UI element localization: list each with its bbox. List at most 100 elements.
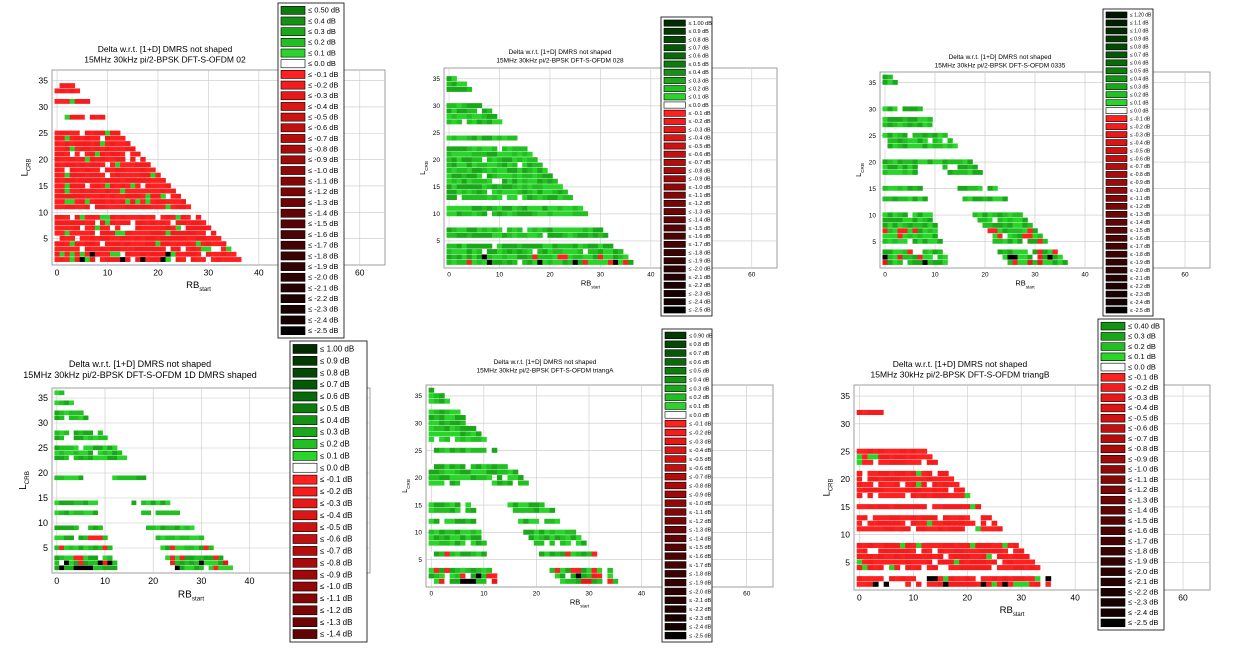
heatmap-cell: [439, 578, 445, 584]
heatmap-cell: [140, 246, 146, 252]
heatmap-cell: [486, 168, 493, 173]
heatmap-cell: [470, 535, 477, 541]
legend-label: ≤ -1.7 dB: [308, 241, 338, 250]
heatmap-cell: [97, 450, 103, 456]
heatmap-cell: [964, 553, 971, 560]
heatmap-cell: [135, 172, 141, 178]
legend-swatch: [663, 150, 686, 158]
y-tick-label: 35: [433, 76, 441, 83]
heatmap-cell: [882, 222, 888, 228]
heatmap-cell: [533, 507, 540, 513]
heatmap-cell: [878, 526, 884, 532]
legend-label: ≤ 0.3 dB: [688, 78, 709, 84]
heatmap-cell: [125, 188, 131, 194]
legend-label: ≤ -1.5 dB: [688, 226, 711, 232]
heatmap-cell: [996, 548, 1003, 554]
heatmap-cell: [607, 254, 614, 260]
legend-swatch: [1105, 123, 1128, 130]
heatmap-cell: [465, 425, 471, 431]
heatmap-cell: [466, 173, 473, 179]
heatmap-cell: [897, 143, 903, 149]
heatmap-cell: [221, 246, 227, 252]
heatmap-cell: [937, 526, 944, 532]
heatmap-cell: [1022, 217, 1028, 223]
heatmap-cell: [486, 447, 493, 453]
heatmap-cell: [867, 481, 874, 488]
heatmap-cell: [554, 573, 561, 579]
legend-swatch: [1105, 11, 1128, 19]
heatmap-cell: [517, 173, 523, 179]
heatmap-cell: [446, 259, 452, 265]
heatmap-cell: [88, 430, 94, 436]
heatmap-cell: [451, 162, 457, 168]
heatmap-cell: [591, 567, 598, 573]
legend-label: ≤ 0.4 dB: [1130, 77, 1149, 83]
heatmap-cell: [110, 188, 116, 194]
heatmap-cell: [165, 555, 171, 561]
heatmap-cell: [496, 475, 503, 481]
legend-label: ≤ -1.3 dB: [320, 618, 352, 627]
legend-label: ≤ 0.40 dB: [1128, 321, 1160, 330]
heatmap-cell: [597, 259, 604, 265]
heatmap-cell: [937, 138, 943, 144]
legend-swatch: [280, 198, 306, 207]
heatmap-cell: [454, 469, 461, 475]
heatmap-cell: [428, 415, 435, 421]
x-tick-label: 40: [647, 272, 655, 279]
heatmap-cell: [68, 500, 74, 506]
heatmap-cell: [905, 448, 911, 454]
heatmap-cell: [507, 475, 514, 481]
heatmap-cell: [456, 81, 462, 87]
heatmap-cell: [491, 157, 498, 163]
heatmap-cell: [937, 548, 944, 554]
heatmap-cell: [475, 551, 482, 557]
heatmap-cell: [110, 162, 116, 168]
heatmap-cell: [1032, 254, 1038, 260]
heatmap-cell: [991, 526, 998, 532]
heatmap-cell: [160, 241, 166, 247]
heatmap-cell: [491, 480, 498, 486]
heatmap-cell: [112, 450, 118, 456]
heatmap-cell: [481, 436, 487, 442]
heatmap-cell: [1050, 581, 1057, 587]
heatmap-cell: [79, 251, 86, 257]
heatmap-cell: [145, 183, 151, 189]
heatmap-cell: [1037, 260, 1043, 265]
legend-swatch: [1100, 424, 1126, 433]
heatmap-cell: [980, 548, 987, 554]
heatmap-cell: [567, 195, 573, 200]
heatmap-cell: [69, 220, 76, 226]
legend-swatch: [664, 393, 687, 401]
legend-swatch: [292, 617, 318, 627]
chart-title: Delta w.r.t. [1+D] DMRS not shaped: [949, 54, 1052, 61]
heatmap-cell: [522, 184, 528, 190]
heatmap-cell: [522, 189, 528, 195]
heatmap-cell: [856, 559, 863, 565]
heatmap-cell: [902, 132, 908, 138]
heatmap-cell: [115, 241, 121, 247]
heatmap-cell: [215, 257, 222, 262]
heatmap-cell: [449, 464, 456, 470]
heatmap-cell: [527, 157, 533, 163]
heatmap-cell: [917, 122, 923, 128]
heatmap-cell: [964, 548, 971, 554]
heatmap-cell: [932, 132, 938, 138]
heatmap-cell: [104, 257, 111, 262]
y-tick-label: 25: [433, 130, 441, 137]
legend-label: ≤ -2.4 dB: [689, 625, 712, 631]
heatmap-cell: [223, 560, 229, 566]
heatmap-cell: [433, 393, 440, 399]
heatmap-cell: [567, 243, 573, 249]
heatmap-cell: [943, 581, 949, 587]
heatmap-cell: [512, 507, 519, 513]
heatmap-cell: [947, 164, 953, 170]
heatmap-cell: [88, 435, 94, 441]
legend-swatch: [663, 249, 686, 256]
heatmap-cell: [74, 220, 81, 226]
heatmap-cell: [542, 178, 548, 184]
heatmap-cell: [878, 487, 884, 493]
heatmap-cell: [502, 249, 508, 255]
y-tick-label: 10: [841, 530, 851, 540]
heatmap-cell: [454, 529, 461, 535]
legend-swatch: [664, 561, 687, 569]
